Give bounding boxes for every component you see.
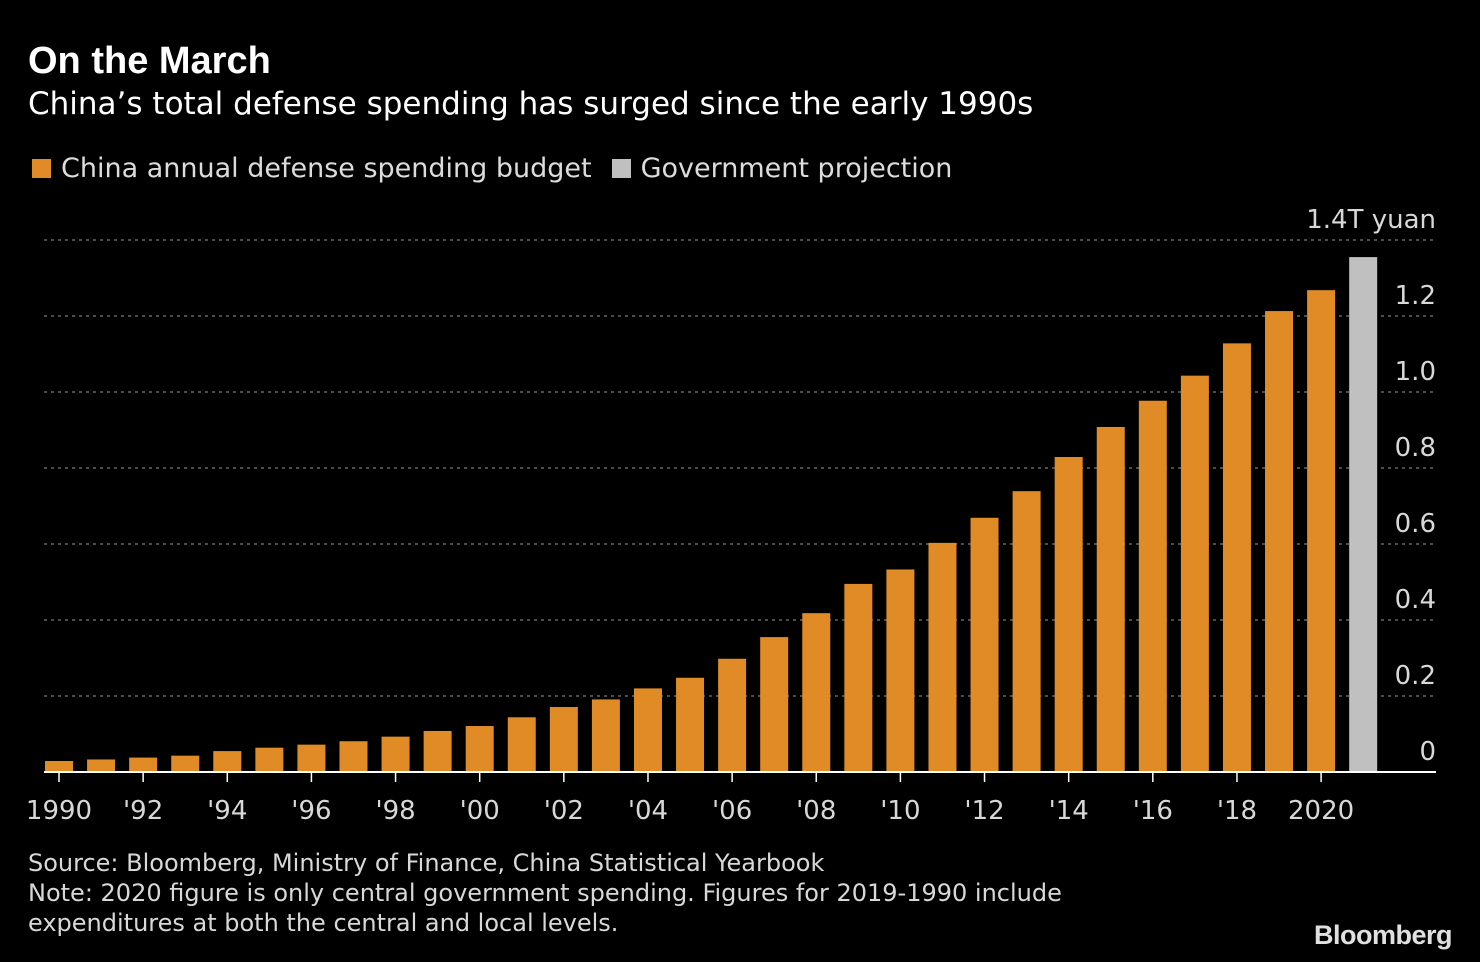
bar xyxy=(1307,290,1336,772)
bar xyxy=(844,583,873,772)
x-tick-label: '04 xyxy=(628,796,668,826)
projection-bar xyxy=(1349,257,1378,773)
bar xyxy=(381,736,410,772)
bloomberg-logo: Bloomberg xyxy=(1313,920,1453,950)
bar xyxy=(1096,426,1125,772)
bar xyxy=(87,759,116,772)
bar xyxy=(129,757,158,772)
bar xyxy=(1138,400,1167,772)
legend-item-projection: Government projection xyxy=(611,152,953,184)
bar xyxy=(633,688,662,772)
bar xyxy=(1180,375,1209,772)
bar xyxy=(465,726,494,772)
x-tick-label: '02 xyxy=(544,796,584,826)
x-tick-label: '18 xyxy=(1217,796,1257,826)
footer: Source: Bloomberg, Ministry of Finance, … xyxy=(28,848,1062,938)
bar xyxy=(718,658,747,772)
bar xyxy=(1012,491,1041,772)
bar xyxy=(507,717,536,772)
x-tick-label: '14 xyxy=(1049,796,1089,826)
bar xyxy=(886,569,915,772)
bar xyxy=(676,677,705,772)
y-tick-label: 1.2 xyxy=(1395,281,1436,311)
bar xyxy=(255,747,284,772)
chart-subtitle: China’s total defense spending has surge… xyxy=(28,86,1034,122)
legend-item-budget: China annual defense spending budget xyxy=(32,153,592,184)
legend-label-projection: Government projection xyxy=(640,152,953,184)
bar xyxy=(339,741,368,772)
x-tick-label: '08 xyxy=(796,796,836,826)
y-tick-label: 0.2 xyxy=(1395,661,1436,691)
x-tick-label: '10 xyxy=(880,796,920,826)
bar xyxy=(549,707,578,772)
bar-chart: 0 0.2 0.4 0.6 0.8 1.0 1.2 1.4T yuan 1990 '92 '94 '9… xyxy=(26,205,1436,826)
y-tick-label: 1.0 xyxy=(1395,357,1436,387)
legend-label-budget: China annual defense spending budget xyxy=(61,152,592,184)
x-tick-label: '16 xyxy=(1133,796,1173,826)
x-tick-label: '94 xyxy=(207,796,247,826)
x-tick-label: '12 xyxy=(964,796,1004,826)
x-tick-label: '06 xyxy=(712,796,752,826)
bar xyxy=(297,744,326,772)
chart-title: On the March xyxy=(28,40,271,82)
legend-swatch-budget xyxy=(32,158,51,178)
source-note: Source: Bloomberg, Ministry of Finance, … xyxy=(28,849,825,877)
y-unit-label: 1.4T yuan xyxy=(1306,205,1436,235)
y-tick-label: 0 xyxy=(1419,737,1436,767)
bar xyxy=(45,760,73,772)
bar xyxy=(928,542,957,772)
y-tick-label: 0.4 xyxy=(1395,585,1436,615)
bar xyxy=(1054,456,1083,772)
footnote-line-2: expenditures at both the central and loc… xyxy=(28,909,619,937)
bar xyxy=(213,751,242,772)
bar xyxy=(591,699,620,772)
x-tick-label: 1990 xyxy=(26,796,92,826)
bar xyxy=(760,637,789,772)
x-tick-label: '96 xyxy=(291,796,331,826)
y-tick-label: 0.8 xyxy=(1395,433,1436,463)
bar xyxy=(171,755,200,772)
legend: China annual defense spending budget Gov… xyxy=(32,150,972,186)
bar xyxy=(1265,311,1294,772)
legend-swatch-projection xyxy=(611,158,631,178)
bar xyxy=(802,613,831,772)
bar xyxy=(423,730,452,772)
bar xyxy=(1222,343,1251,772)
x-tick-label: '00 xyxy=(460,796,500,826)
bar xyxy=(970,517,999,772)
x-tick-label: '92 xyxy=(123,796,163,826)
footnote-line-1: Note: 2020 figure is only central govern… xyxy=(28,879,1062,907)
y-tick-label: 0.6 xyxy=(1395,509,1436,539)
x-tick-label: 2020 xyxy=(1288,796,1354,826)
x-tick-label: '98 xyxy=(375,796,415,826)
